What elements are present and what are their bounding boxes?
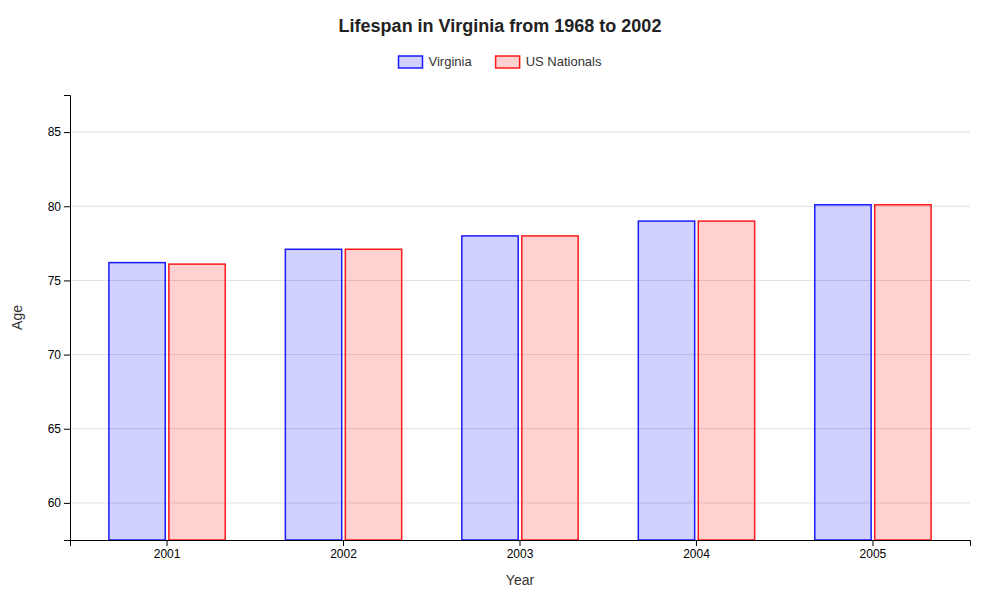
tick-mark <box>64 503 70 504</box>
legend-item: US Nationals <box>496 54 602 69</box>
bar <box>698 221 754 540</box>
bar <box>109 263 165 540</box>
tick-label: 75 <box>48 274 62 288</box>
y-tick: 65 <box>48 422 70 436</box>
axis-line <box>71 541 971 547</box>
tick-mark <box>167 540 168 546</box>
y-axis-title: Age <box>9 305 25 330</box>
legend-label: US Nationals <box>526 54 602 69</box>
bar <box>345 249 401 540</box>
plot: 2001 2002 2003 2004 2005 60 65 70 75 80 85 <box>48 96 971 561</box>
tick-label: 80 <box>48 200 62 214</box>
grid-line <box>70 132 970 133</box>
legend-label: Virginia <box>429 54 473 69</box>
legend-swatch <box>399 56 423 68</box>
y-tick: 60 <box>48 496 70 510</box>
tick-label: 60 <box>48 496 62 510</box>
tick-mark <box>872 540 873 546</box>
y-tick: 70 <box>48 348 70 362</box>
x-axis-title: Year <box>506 572 535 588</box>
bar <box>638 221 694 540</box>
x-tick: 2001 <box>154 540 181 561</box>
bar <box>169 264 225 540</box>
y-axis: 60 65 70 75 80 85 <box>48 96 71 541</box>
chart: 2001 2002 2003 2004 2005 60 65 70 75 80 85 Lifespan… <box>0 0 1000 600</box>
tick-label: 2002 <box>330 547 357 561</box>
x-axis: 2001 2002 2003 2004 2005 <box>71 540 971 561</box>
tick-label: 85 <box>48 125 62 139</box>
legend-swatch <box>496 56 520 68</box>
legend: Virginia US Nationals <box>399 54 602 69</box>
bar <box>815 205 871 540</box>
y-tick: 75 <box>48 274 70 288</box>
y-tick: 85 <box>48 125 70 139</box>
bar-series <box>109 205 871 540</box>
bar <box>522 236 578 540</box>
x-tick: 2005 <box>860 540 887 561</box>
y-tick: 80 <box>48 200 70 214</box>
title: Lifespan in Virginia from 1968 to 2002 <box>339 16 662 36</box>
tick-label: 2004 <box>683 547 710 561</box>
x-tick: 2004 <box>683 540 710 561</box>
tick-mark <box>696 540 697 546</box>
tick-mark <box>64 280 70 281</box>
bar-series <box>169 205 931 540</box>
tick-mark <box>343 540 344 546</box>
axis-line <box>64 96 71 541</box>
tick-label: 2003 <box>507 547 534 561</box>
legend-item: Virginia <box>399 54 473 69</box>
bars <box>109 205 931 540</box>
tick-mark <box>64 355 70 356</box>
tick-mark <box>64 429 70 430</box>
x-tick: 2003 <box>507 540 534 561</box>
x-tick: 2002 <box>330 540 357 561</box>
bar <box>462 236 518 540</box>
tick-mark <box>64 132 70 133</box>
tick-mark <box>520 540 521 546</box>
tick-label: 2001 <box>154 547 181 561</box>
tick-label: 70 <box>48 348 62 362</box>
bar <box>875 205 931 540</box>
bar <box>285 249 341 540</box>
tick-mark <box>64 206 70 207</box>
tick-label: 65 <box>48 422 62 436</box>
tick-label: 2005 <box>860 547 887 561</box>
